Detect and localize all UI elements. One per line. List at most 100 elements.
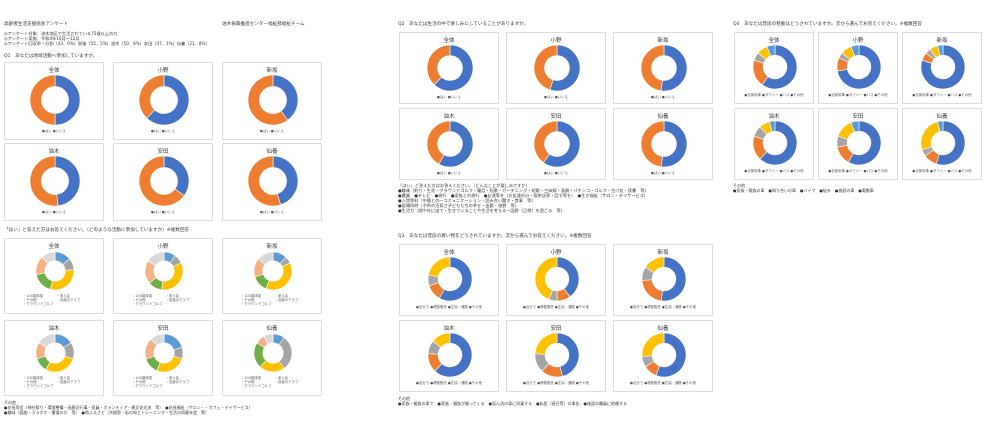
chart-card: 全体 ●自分で ●移動販売 ●生協・通販 ●その他 xyxy=(399,244,499,316)
notes-line: ●趣味（謡曲・カラオケ・書道の方 等） ●命ふるさと（木植祭・彩の知とトレーニン… xyxy=(4,410,209,415)
donut-segment xyxy=(549,44,581,92)
donut-segment xyxy=(640,120,665,168)
donut-segment xyxy=(147,251,165,266)
chart-legend: ●自家用車 ●タクシー ●バス ●その他 xyxy=(828,93,888,97)
donut-chart xyxy=(641,332,687,378)
donut-segment xyxy=(761,44,798,90)
legend-item: ・100歳体操 xyxy=(132,294,153,298)
donut-segment xyxy=(438,120,474,168)
chart-title: 仙養 xyxy=(936,114,948,120)
donut-chart xyxy=(752,44,798,90)
donut-chart xyxy=(640,44,688,92)
donut-segment xyxy=(645,256,665,274)
chart-card: 油木 ・100歳体操 ・老人会・その他 ・百歳のクラブ・グラウンドゴルフ xyxy=(4,320,104,396)
chart-title: 小野 xyxy=(852,38,864,44)
donut-chart xyxy=(534,332,580,378)
donut-chart xyxy=(533,44,581,92)
chart-card: 新坂 ・100歳体操 ・老人会・その他 ・百歳のクラブ・グラウンドゴルフ xyxy=(222,238,322,314)
chart-card: 油木 ●自分で ●移動販売 ●生協・通販 ●その他 xyxy=(399,320,499,392)
question-3: Q3 あなたは普段の買い物をどうされていますか。次から選んでお答えください。※複… xyxy=(398,234,592,239)
chart-legend: ●はい ●いいえ xyxy=(437,95,461,99)
chart-card: 新坂 ●はい ●いいえ xyxy=(222,62,322,140)
donut-segment xyxy=(847,120,882,166)
chart-card: 安田 ●自家用車 ●タクシー ●バス ●その他 xyxy=(818,108,898,180)
question-2: Q2 あなたは生活の中で楽しみにしていることがありますか。 xyxy=(398,22,529,27)
chart-title: 小野 xyxy=(550,38,562,44)
donut-segment xyxy=(937,120,944,132)
donut-segment xyxy=(533,44,558,91)
chart-card: 仙養 ・100歳体操 ・老人会・その他 ・百歳のクラブ・グラウンドゴルフ xyxy=(222,320,322,396)
donut-segment xyxy=(138,74,165,119)
legend-item: ・その他 xyxy=(23,298,37,303)
donut-segment xyxy=(655,332,687,378)
donut-segment xyxy=(247,155,282,207)
chart-card: 全体 ●はい ●いいえ xyxy=(399,32,499,104)
notes-line: ●生活力（畑や外に出て・生きていることや生活を考える一田野（日常）を過ごる 等） xyxy=(398,208,565,213)
chart-legend: ●はい ●いいえ xyxy=(151,129,175,133)
donut-segment xyxy=(146,74,190,126)
legend-item: ・その他 xyxy=(132,298,146,303)
legend-item: ・その他 xyxy=(241,380,255,385)
notes-label: その他 xyxy=(398,396,410,401)
donut-segment xyxy=(766,44,776,57)
legend-item: ・100歳体操 xyxy=(241,376,262,380)
chart-legend: ●はい ●いいえ xyxy=(544,171,568,175)
chart-legend: ●はい ●いいえ xyxy=(651,171,675,175)
chart-legend: ●自家用車 ●タクシー ●バス ●その他 xyxy=(744,93,804,97)
chart-card: 安田 ●はい ●いいえ xyxy=(506,108,606,180)
legend-item: ・老人会 xyxy=(165,376,179,380)
donut-segment xyxy=(54,155,81,207)
chart-title: 小野 xyxy=(157,68,169,74)
chart-card: 油木 ●はい ●いいえ xyxy=(4,143,104,221)
donut-chart xyxy=(138,74,190,126)
chart-title: 仙養 xyxy=(266,149,278,155)
legend-item: ・老人会 xyxy=(56,294,70,298)
donut-segment xyxy=(426,44,451,86)
donut-segment xyxy=(937,44,944,56)
legend-item: ・グラウンドゴルフ xyxy=(241,302,272,307)
donut-segment xyxy=(428,256,451,278)
chart-legend: ・100歳体操 ・老人会・その他 ・百歳のクラブ・グラウンドゴルフ xyxy=(132,376,208,389)
legend-item: ・グラウンドゴルフ xyxy=(132,302,163,307)
question-1: Q1 あなたは地域活動へ参加していますか。 xyxy=(4,54,98,59)
legend-item: ・100歳体操 xyxy=(241,294,262,298)
donut-segment xyxy=(556,332,580,377)
donut-chart xyxy=(35,333,75,373)
chart-legend: ・100歳体操 ・老人会・その他 ・百歳のクラブ・グラウンドゴルフ xyxy=(241,376,317,389)
chart-card: 全体 ●自家用車 ●タクシー ●バス ●その他 xyxy=(734,32,814,104)
donut-segment xyxy=(935,120,966,166)
chart-card: 仙養 ●はい ●いいえ xyxy=(613,108,713,180)
donut-chart xyxy=(920,44,966,90)
legend-item: ・老人会 xyxy=(274,294,288,298)
notes-line: ●居場所時（子供の活発さ子どもたちの幸せ・出勤・旅野 等） xyxy=(398,203,519,208)
legend-item: ・その他 xyxy=(132,380,146,385)
chart-title: 小野 xyxy=(157,244,169,250)
notes-line: ●入院等料（中間との一コミュニケーション・読み合い聞き・食事 等） xyxy=(398,198,536,203)
chart-legend: ●自分で ●移動販売 ●生協・通販 ●その他 xyxy=(416,381,482,385)
donut-segment xyxy=(837,44,882,90)
donut-segment xyxy=(534,256,558,300)
donut-chart xyxy=(29,74,81,126)
chart-title: 新坂 xyxy=(657,38,669,44)
legend-item: ・百歳のクラブ xyxy=(165,380,190,385)
chart-legend: ●はい ●いいえ xyxy=(260,129,284,133)
legend-item: ・百歳のクラブ xyxy=(274,380,299,385)
chart-title: 全体 xyxy=(443,250,455,256)
donut-segment xyxy=(660,256,687,302)
chart-card: 油木 ●はい ●いいえ xyxy=(399,108,499,180)
chart-card: 安田 ●はい ●いいえ xyxy=(113,143,213,221)
chart-legend: ●はい ●いいえ xyxy=(260,210,284,214)
chart-legend: ●はい ●いいえ xyxy=(651,95,675,99)
chart-legend: ・100歳体操 ・老人会・その他 ・百歳のクラブ・グラウンドゴルフ xyxy=(23,294,99,307)
donut-chart xyxy=(836,120,882,166)
donut-chart xyxy=(29,155,81,207)
chart-legend: ●自分で ●移動販売 ●生協・通販 ●その他 xyxy=(523,305,589,309)
chart-legend: ●自家用車 ●タクシー ●バス ●その他 xyxy=(912,169,972,173)
notes-label: その他 xyxy=(4,400,16,405)
donut-chart xyxy=(752,120,798,166)
chart-title: 安田 xyxy=(852,114,864,120)
chart-card: 新坂 ●自家用車 ●タクシー ●バス ●その他 xyxy=(902,32,982,104)
chart-legend: ●はい ●いいえ xyxy=(437,171,461,175)
donut-segment xyxy=(163,333,183,351)
donut-segment xyxy=(438,256,473,302)
